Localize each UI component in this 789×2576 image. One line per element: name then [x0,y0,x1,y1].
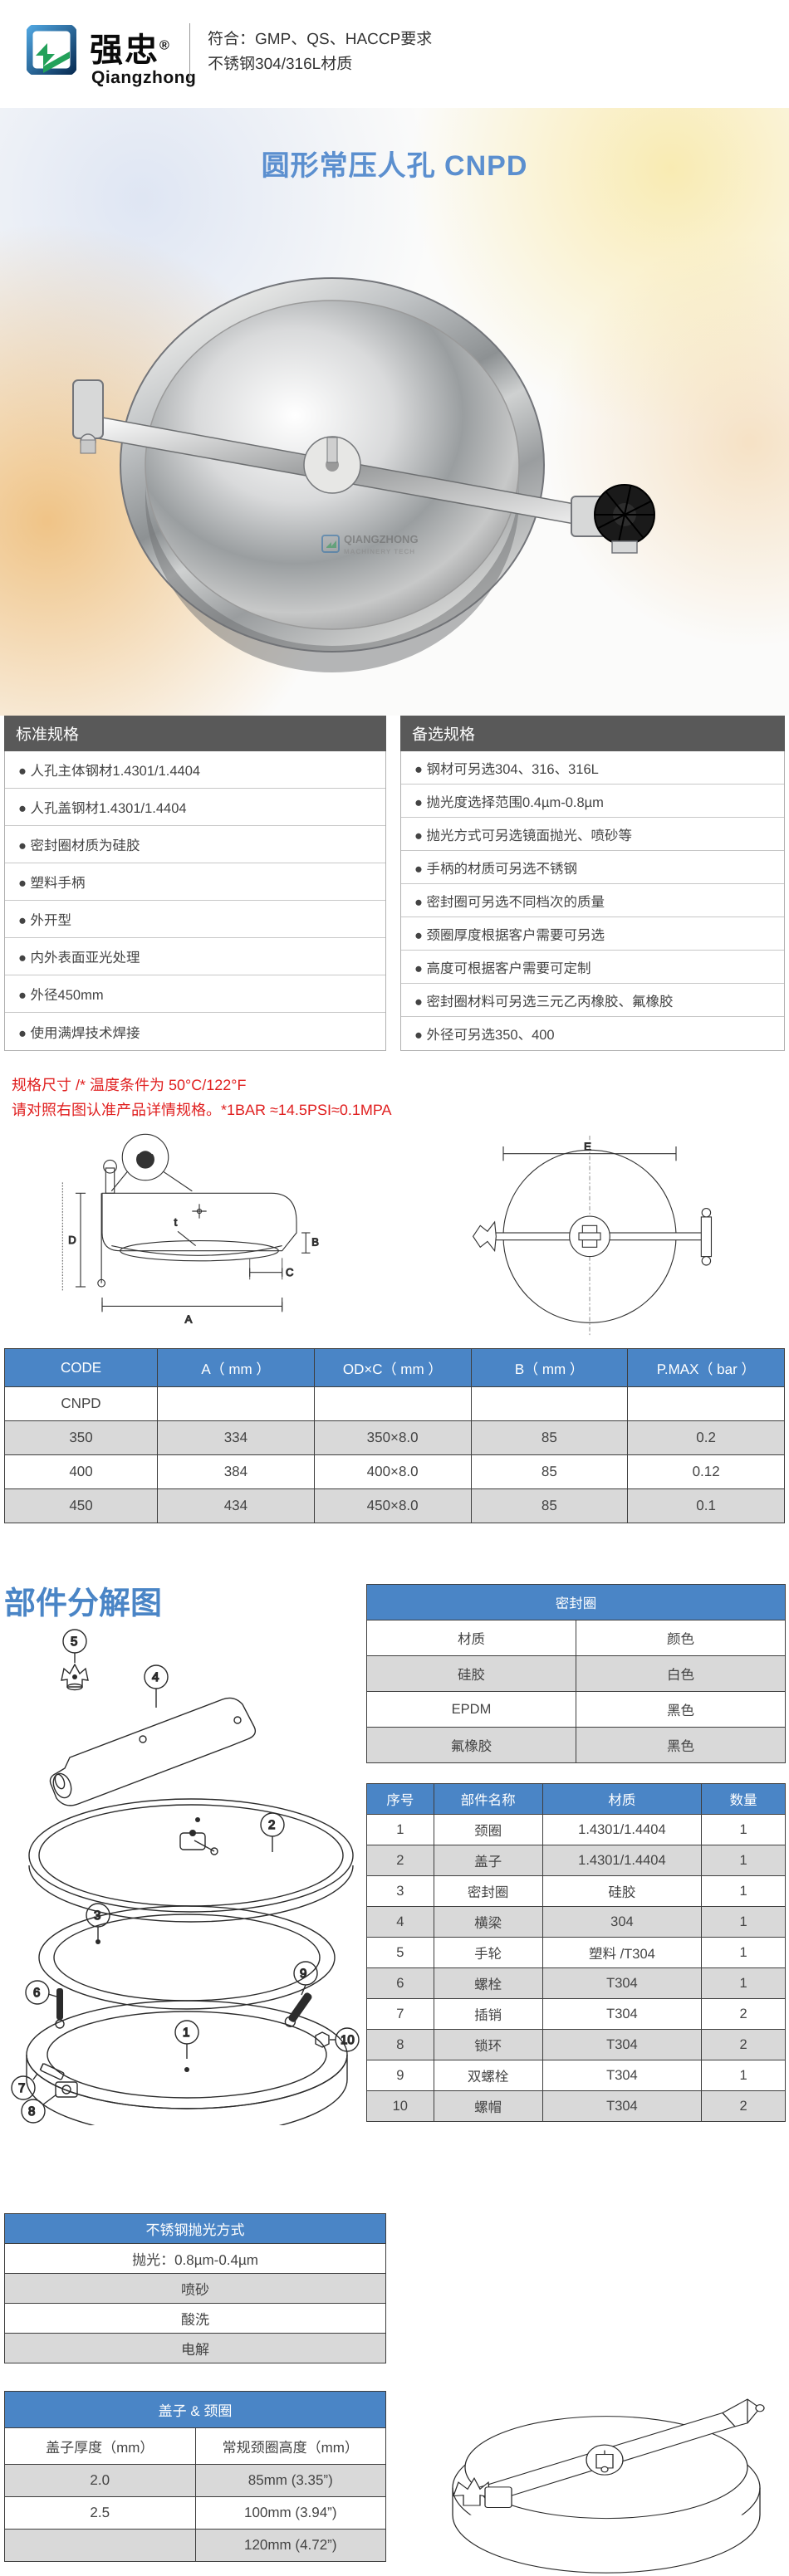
svg-text:D: D [68,1234,76,1247]
svg-text:MACHINERY TECH: MACHINERY TECH [344,548,415,555]
svg-text:4: 4 [152,1670,159,1684]
svg-text:A: A [185,1313,193,1326]
svg-text:2: 2 [268,1818,275,1832]
svg-text:1: 1 [183,2026,189,2040]
svg-text:5: 5 [71,1635,77,1649]
svg-text:10: 10 [341,2033,355,2047]
svg-text:8: 8 [28,2104,35,2119]
svg-text:B: B [311,1236,319,1249]
svg-text:6: 6 [33,1986,40,2000]
svg-text:QIANGZHONG: QIANGZHONG [344,533,419,545]
svg-text:E: E [584,1141,591,1153]
svg-text:t: t [174,1216,178,1229]
svg-text:9: 9 [300,1967,306,1981]
svg-text:3: 3 [94,1909,100,1923]
svg-text:C: C [286,1267,294,1279]
svg-text:7: 7 [18,2081,25,2095]
